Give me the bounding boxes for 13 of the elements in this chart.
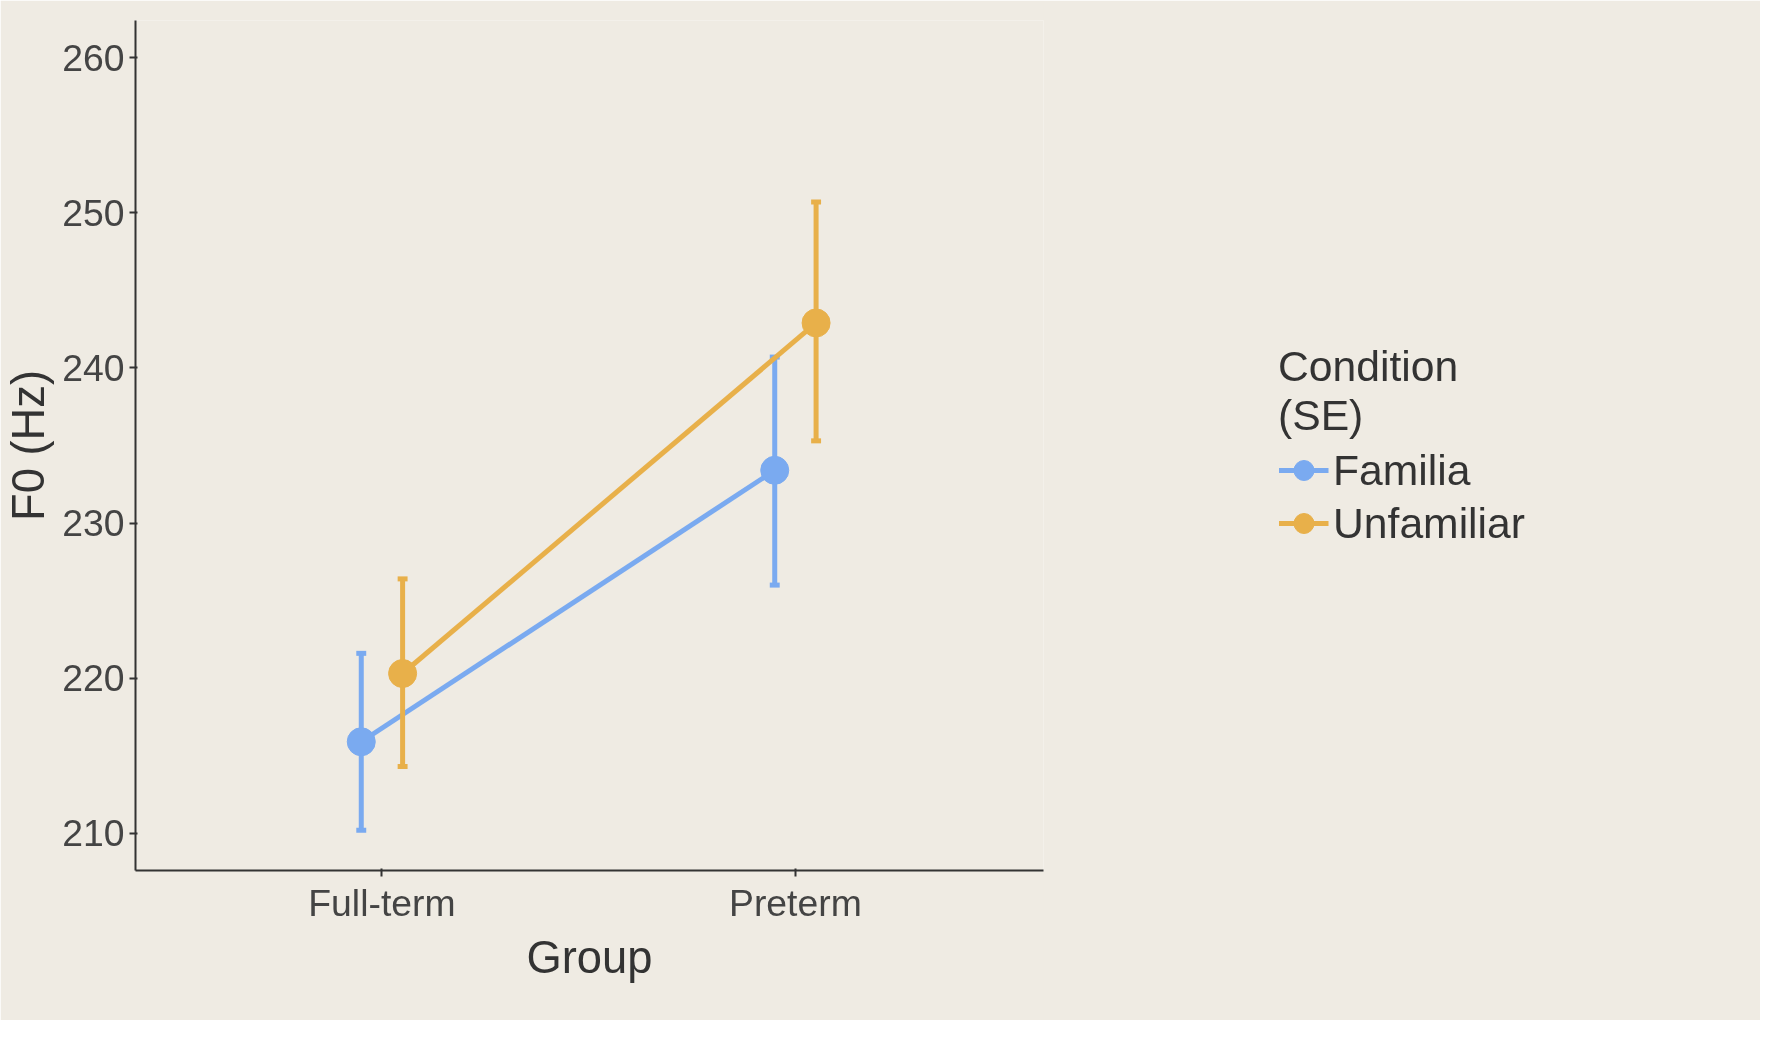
x-tick-label: Preterm (729, 881, 862, 924)
x-tick-label: Full-term (308, 881, 456, 924)
legend-label: Unfamiliar (1333, 498, 1525, 548)
x-axis-title: Group (526, 931, 653, 983)
y-tick-label: 220 (62, 657, 125, 700)
legend-title: Condition (SE) (1278, 342, 1460, 440)
legend-label: Familia (1333, 445, 1471, 495)
y-tick-label: 260 (62, 36, 125, 79)
y-tick-label: 250 (62, 191, 125, 234)
y-tick-label: 210 (62, 812, 125, 855)
y-tick-label: 230 (62, 502, 125, 545)
y-axis-title: F0 (Hz) (3, 369, 55, 522)
y-tick-label: 240 (62, 346, 125, 389)
